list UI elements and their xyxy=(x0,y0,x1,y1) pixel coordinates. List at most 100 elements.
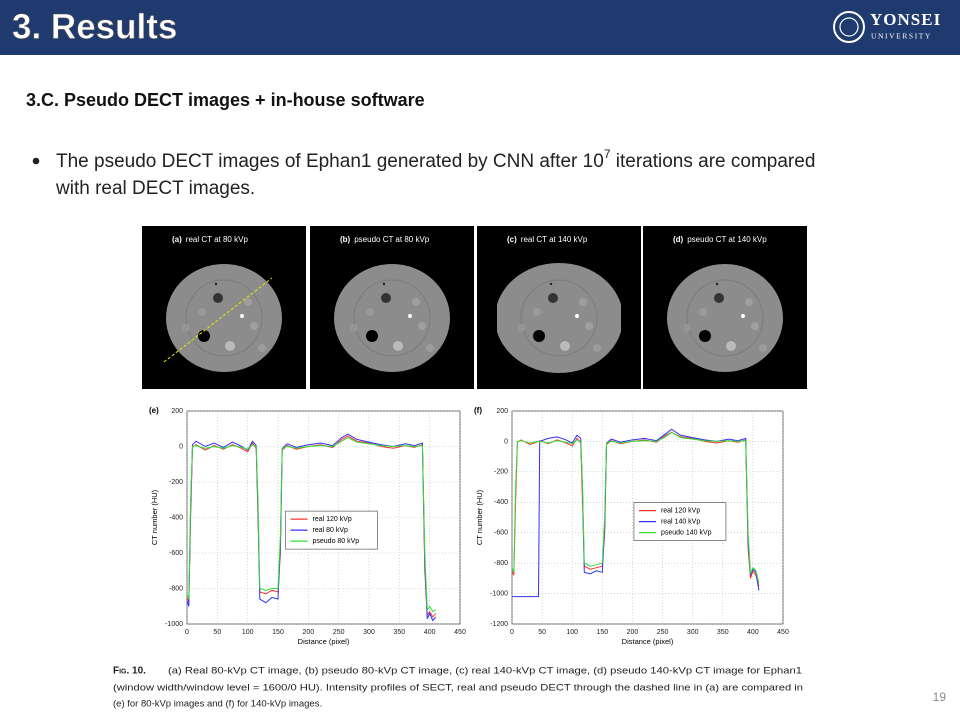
phantom-ring xyxy=(185,279,263,357)
logo-sub: UNIVERSITY xyxy=(871,32,932,41)
insert xyxy=(533,330,545,342)
insert xyxy=(548,293,558,303)
series-line xyxy=(511,431,760,584)
header-title: 3. Results xyxy=(12,7,177,46)
x-tick-label: 350 xyxy=(717,629,729,636)
x-tick-label: 400 xyxy=(424,629,436,636)
insert xyxy=(759,344,767,352)
insert xyxy=(517,324,525,332)
insert xyxy=(726,341,736,351)
x-tick-label: 200 xyxy=(627,629,639,636)
caption-line: (a) Real 80-kVp CT image, (b) pseudo 80-… xyxy=(168,666,802,677)
x-tick-label: 250 xyxy=(657,629,669,636)
subtitle: 3.C. Pseudo DECT images + in-house softw… xyxy=(26,90,425,110)
x-tick-label: 200 xyxy=(302,629,314,636)
phantom xyxy=(667,264,783,372)
phantom-ring xyxy=(686,279,764,357)
x-tick-label: 150 xyxy=(596,629,608,636)
insert xyxy=(408,314,412,318)
insert xyxy=(412,298,420,306)
y-tick-label: 200 xyxy=(496,408,508,415)
y-tick-label: 0 xyxy=(504,438,508,445)
image-label: (b) pseudo CT at 80 kVp xyxy=(340,235,430,244)
insert xyxy=(741,314,745,318)
image-tag: (b) xyxy=(340,235,351,244)
insert xyxy=(393,341,403,351)
insert xyxy=(683,324,691,332)
y-tick-label: -800 xyxy=(169,585,183,592)
image-tag: (c) xyxy=(507,235,517,244)
insert xyxy=(182,324,190,332)
insert xyxy=(593,344,601,352)
bullet-sup: 7 xyxy=(604,147,611,161)
x-tick-label: 300 xyxy=(687,629,699,636)
y-tick-label: -1000 xyxy=(165,621,183,628)
x-tick-label: 100 xyxy=(242,629,254,636)
insert xyxy=(250,322,258,330)
phantom xyxy=(497,263,621,373)
insert xyxy=(715,282,719,286)
phantom-ring xyxy=(353,279,431,357)
y-tick-label: -1200 xyxy=(490,621,508,628)
insert xyxy=(366,330,378,342)
insert xyxy=(533,308,541,316)
y-tick-label: 200 xyxy=(171,408,183,415)
legend-label: real 140 kVp xyxy=(661,518,700,525)
image-label: (a) real CT at 80 kVp xyxy=(172,235,248,244)
insert xyxy=(214,282,218,286)
panel-label: (e) xyxy=(149,406,159,415)
legend-label: real 80 kVp xyxy=(313,527,349,534)
x-tick-label: 350 xyxy=(393,629,405,636)
x-tick-label: 0 xyxy=(510,629,514,636)
insert xyxy=(549,282,553,286)
legend-label: real 120 kVp xyxy=(661,507,700,514)
insert xyxy=(585,322,593,330)
x-tick-label: 450 xyxy=(454,629,466,636)
phantom-ring xyxy=(520,279,598,357)
insert xyxy=(426,344,434,352)
insert xyxy=(418,322,426,330)
x-tick-label: 50 xyxy=(213,629,221,636)
phantom xyxy=(166,264,282,372)
x-axis-label: Distance (pixel) xyxy=(298,637,350,646)
y-tick-label: -200 xyxy=(169,479,183,486)
x-tick-label: 450 xyxy=(777,629,789,636)
y-tick-label: -400 xyxy=(169,514,183,521)
insert xyxy=(382,282,386,286)
caption-line: (e) for 80-kVp images and (f) for 140-kV… xyxy=(113,699,322,710)
insert xyxy=(699,330,711,342)
y-tick-label: -600 xyxy=(494,530,508,537)
insert xyxy=(745,298,753,306)
x-tick-label: 150 xyxy=(272,629,284,636)
y-axis-label: CT number (HU) xyxy=(150,489,159,545)
ct-image: (c) real CT at 140 kVp xyxy=(477,226,641,389)
profile-line xyxy=(163,277,273,363)
legend-label: pseudo 80 kVp xyxy=(313,538,360,545)
x-tick-label: 0 xyxy=(185,629,189,636)
legend-label: pseudo 140 kVp xyxy=(661,529,712,536)
image-label: (c) real CT at 140 kVp xyxy=(507,235,588,244)
chart: 0 50 100 150 200 250 300 350 400 450 -1200 -1000 -80… xyxy=(474,406,789,646)
image-label: (d) pseudo CT at 140 kVp xyxy=(673,235,767,244)
insert xyxy=(560,341,570,351)
y-axis-label: CT number (HU) xyxy=(475,489,484,545)
image-title: real CT at 140 kVp xyxy=(521,235,588,244)
phantom xyxy=(334,264,450,372)
bullet-dot xyxy=(32,157,40,165)
x-axis-label: Distance (pixel) xyxy=(622,637,674,646)
logo-name: YONSEI xyxy=(870,10,941,29)
chart: 0 50 100 150 200 250 300 350 400 450 -1000 -800 -600… xyxy=(149,406,466,646)
insert xyxy=(575,314,579,318)
insert xyxy=(579,298,587,306)
bullet-line-1: The pseudo DECT images of Ephan1 generat… xyxy=(56,147,815,172)
y-tick-label: -600 xyxy=(169,550,183,557)
ct-image: (b) pseudo CT at 80 kVp xyxy=(310,226,474,389)
insert xyxy=(244,298,252,306)
legend-label: real 120 kVp xyxy=(313,516,352,523)
insert xyxy=(240,314,244,318)
ct-image: (a) real CT at 80 kVp xyxy=(142,226,306,389)
caption-line: (window width/window level = 1600/0 HU).… xyxy=(113,683,803,694)
x-tick-label: 50 xyxy=(538,629,546,636)
x-tick-label: 400 xyxy=(747,629,759,636)
